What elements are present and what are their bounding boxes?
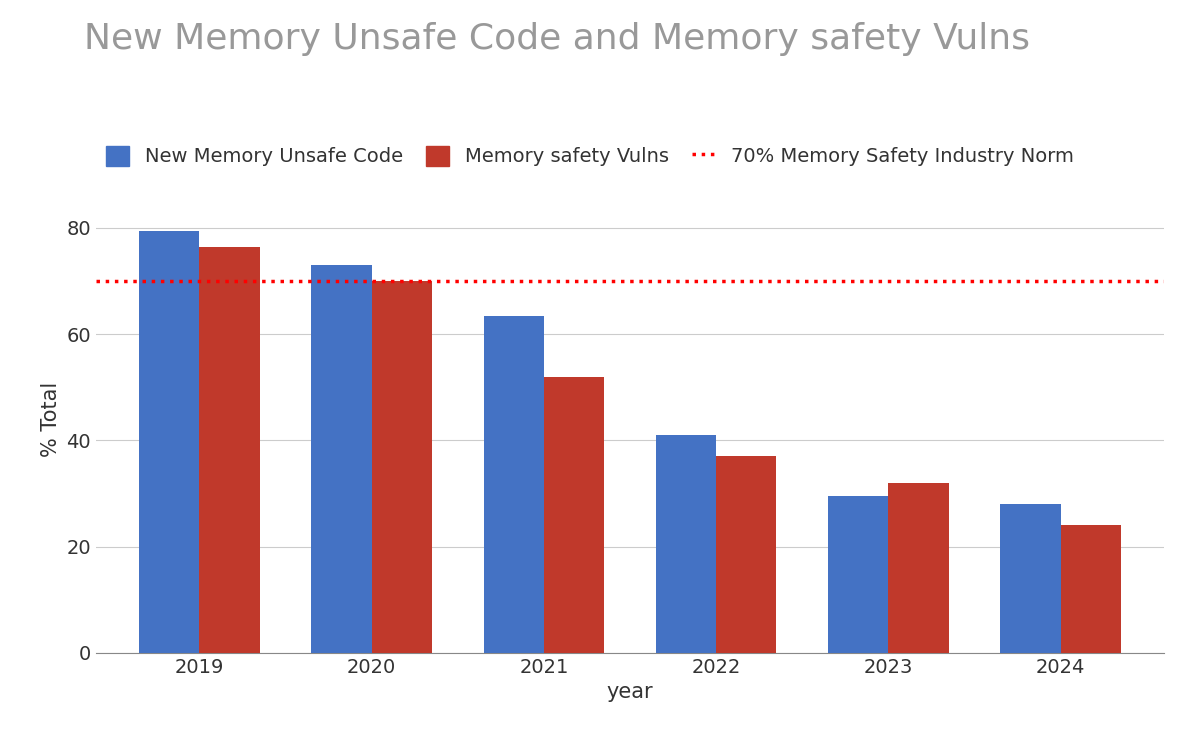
Bar: [1061, 525, 1121, 653]
Bar: [199, 246, 259, 653]
Bar: [139, 231, 199, 653]
Text: New Memory Unsafe Code and Memory safety Vulns: New Memory Unsafe Code and Memory safety…: [84, 22, 1030, 56]
Bar: [656, 435, 716, 653]
Bar: [828, 496, 888, 653]
Bar: [716, 456, 776, 653]
Legend: New Memory Unsafe Code, Memory safety Vulns, 70% Memory Safety Industry Norm: New Memory Unsafe Code, Memory safety Vu…: [106, 146, 1074, 166]
Bar: [484, 315, 544, 653]
Bar: [372, 281, 432, 653]
Bar: [1001, 505, 1061, 653]
Bar: [311, 265, 372, 653]
Bar: [544, 377, 604, 653]
Bar: [888, 483, 949, 653]
Y-axis label: % Total: % Total: [41, 381, 61, 457]
X-axis label: year: year: [607, 683, 653, 703]
